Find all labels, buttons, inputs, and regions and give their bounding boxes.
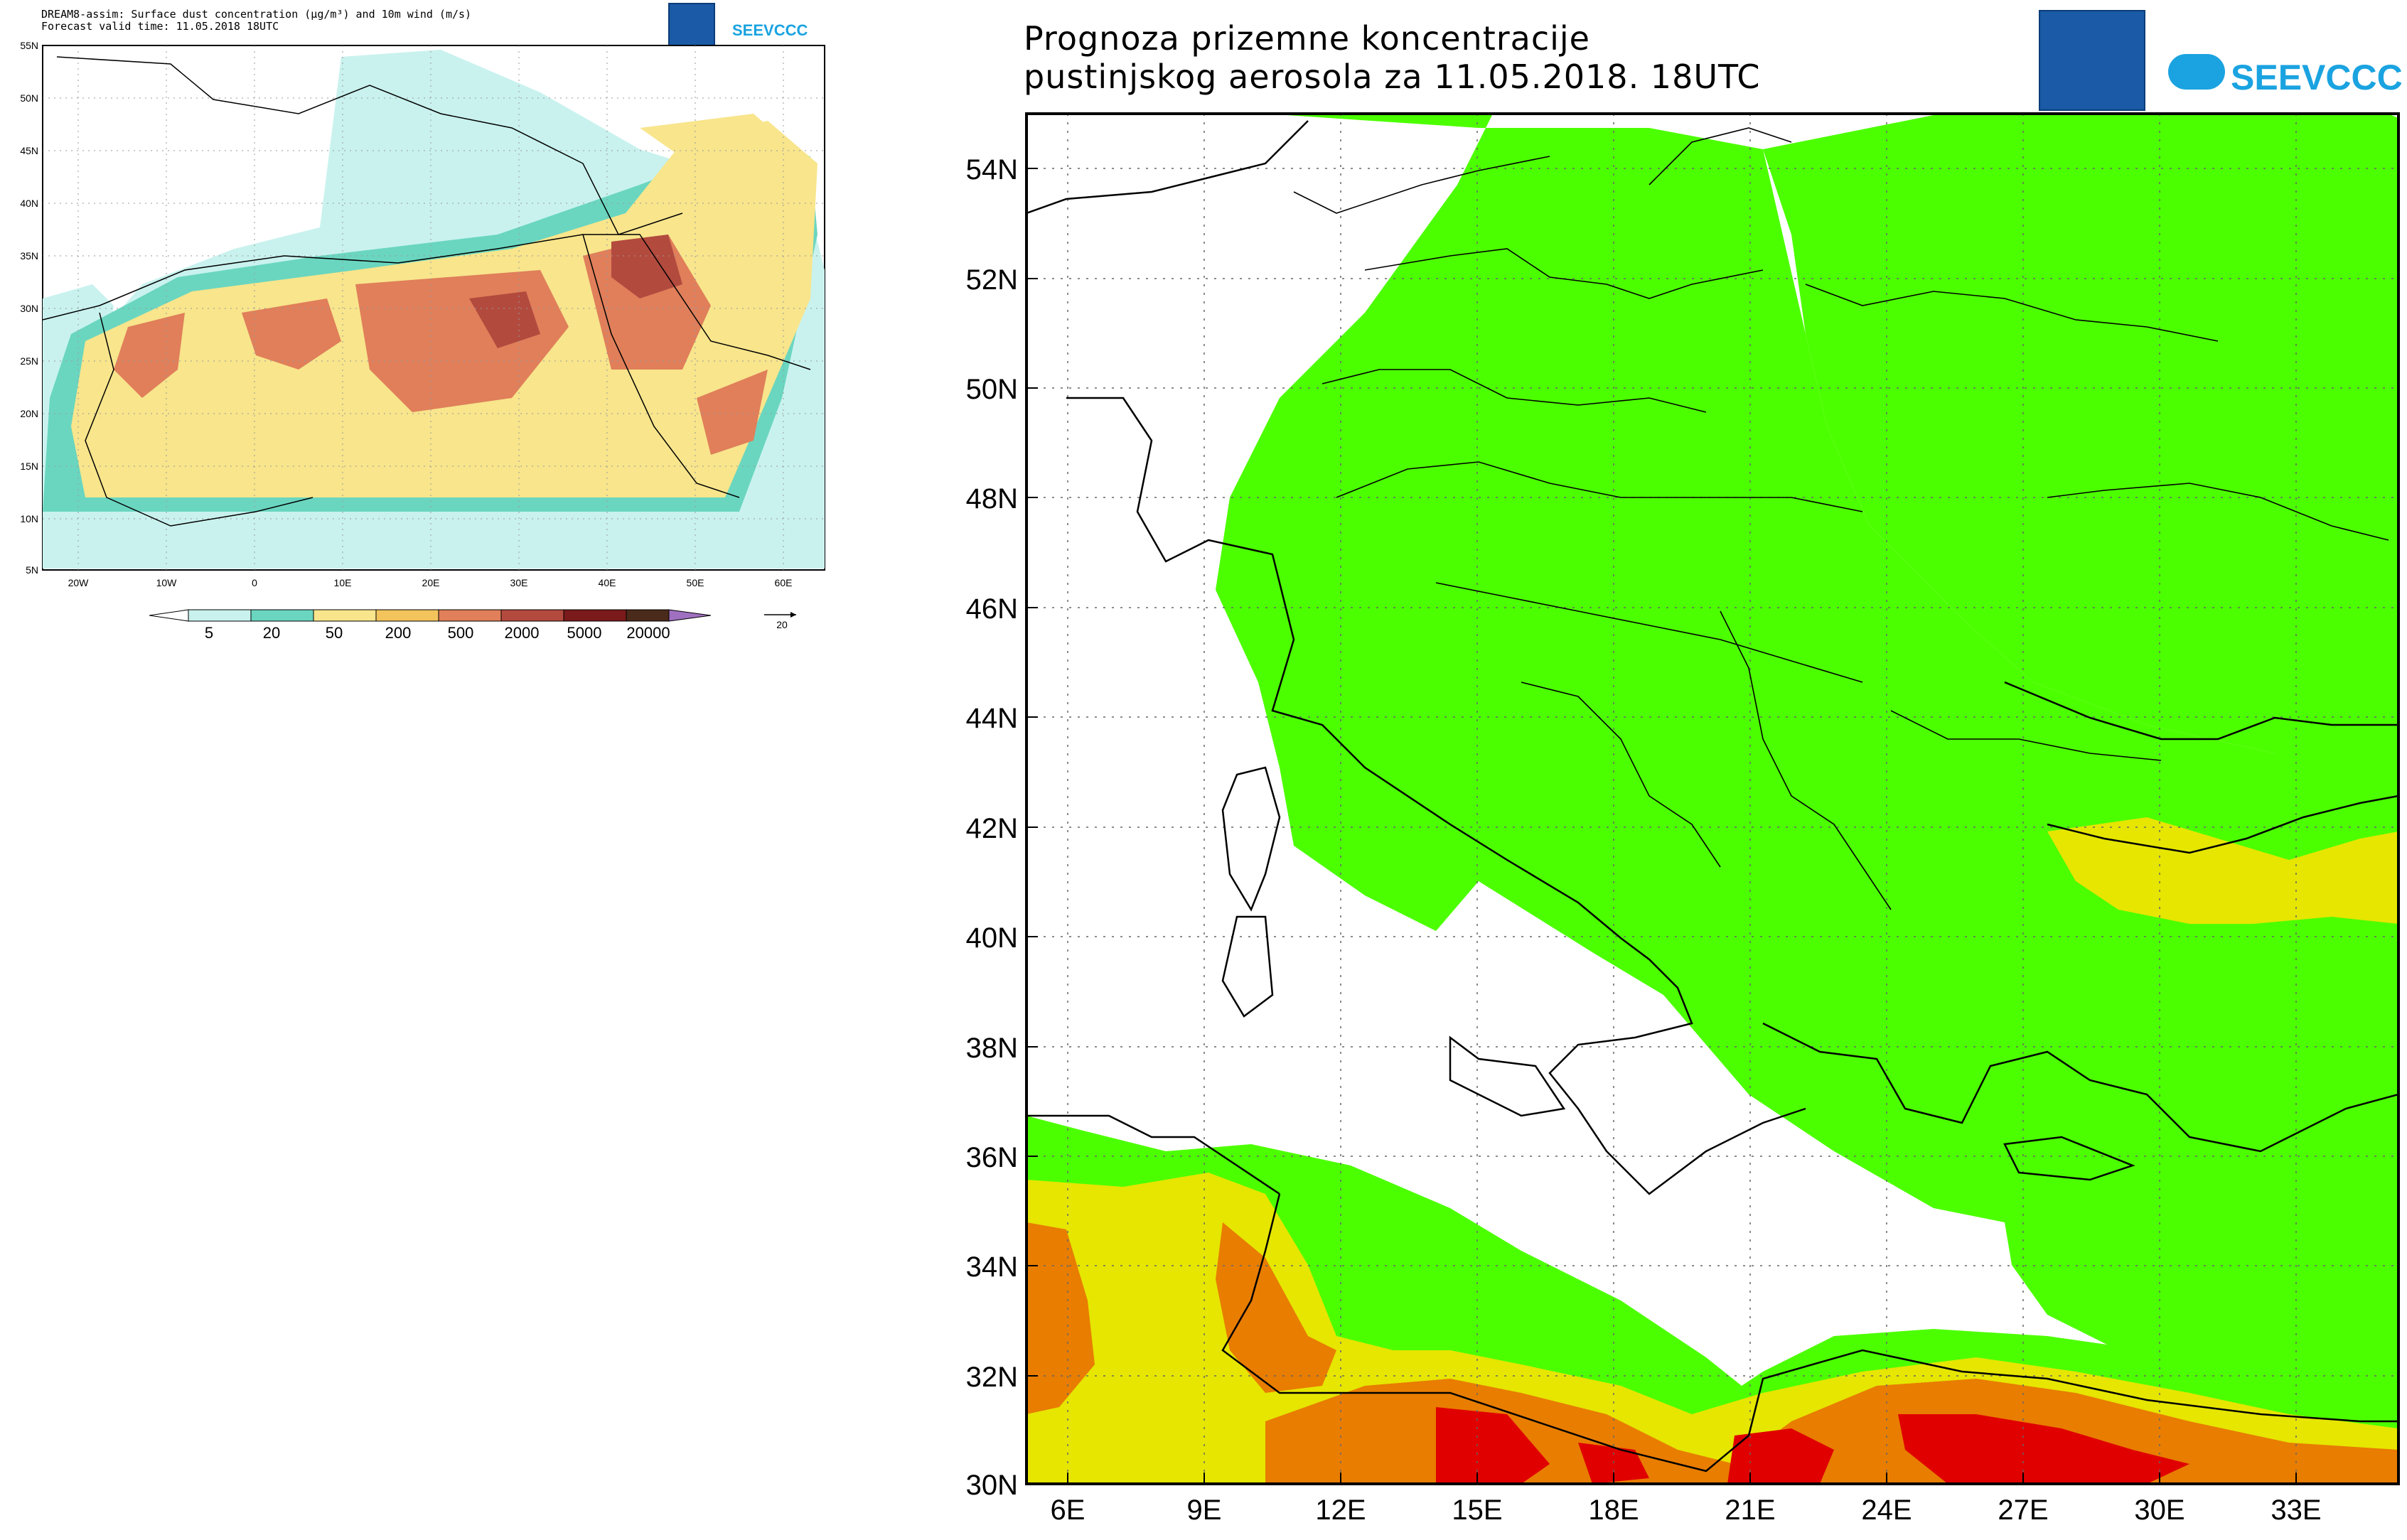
left-lat-label: 35N: [20, 250, 38, 262]
dust-zone-500-2000-a: [611, 235, 682, 298]
legend-value: 2000: [505, 624, 540, 642]
legend-value: 50: [326, 624, 343, 642]
seevccc-cloud-icon: [2168, 54, 2225, 90]
lat-label: 30N: [966, 1470, 1018, 1501]
legend-value: 20000: [626, 624, 670, 642]
dust-zone-200-500-a: [114, 313, 185, 398]
legend-value: 5: [205, 624, 213, 642]
lat-label: 36N: [966, 1142, 1018, 1173]
rhmz-logo: [2039, 10, 2145, 111]
dust-zone-red-a: [1436, 1407, 1550, 1484]
balkan-map: 54N 52N 50N 48N 46N 44N 42N 40N 38N 36N …: [966, 112, 2400, 1526]
left-lat-label: 30N: [20, 303, 38, 314]
country-borders: [1293, 127, 2389, 910]
dust-zone-middle-east: [640, 114, 810, 213]
left-lon-label: 40E: [599, 577, 616, 588]
coastlines: [1026, 120, 2398, 1472]
left-lat-label: 25N: [20, 355, 38, 367]
left-lat-label: 20N: [20, 408, 38, 419]
left-lon-label: 10E: [334, 577, 352, 588]
dream8-overview-panel: DREAM8-assim: Surface dust concentration…: [0, 0, 839, 643]
lat-label: 40N: [966, 922, 1018, 954]
dust-zone-red-c: [1727, 1428, 1834, 1484]
left-header-line2: Forecast valid time: 11.05.2018 18UTC: [41, 20, 279, 33]
left-lon-label: 20E: [422, 577, 440, 588]
lon-label: 24E: [1861, 1495, 1912, 1526]
legend-value: 5000: [567, 624, 602, 642]
lon-label: 27E: [1998, 1495, 2048, 1526]
dust-zone-green-east: [2090, 760, 2398, 1414]
concentration-legend: [149, 609, 712, 622]
left-lat-label: 40N: [20, 198, 38, 209]
seevccc-logo: SEEVCCC: [2231, 58, 2403, 97]
dust-zone-500-2000-b: [469, 291, 540, 348]
lon-label: 30E: [2134, 1495, 2184, 1526]
lat-label: 42N: [966, 813, 1018, 844]
left-lon-label: 30E: [510, 577, 528, 588]
left-lon-label: 20W: [68, 577, 90, 588]
lat-label: 52N: [966, 264, 1018, 296]
left-lat-label: 15N: [20, 461, 38, 472]
lat-label: 54N: [966, 154, 1018, 185]
map-frame: [1025, 112, 2400, 1485]
lon-label: 12E: [1315, 1495, 1366, 1526]
left-header-line1: DREAM8-assim: Surface dust concentration…: [41, 8, 472, 21]
lon-label: 15E: [1452, 1495, 1502, 1526]
legend-value: 200: [385, 624, 412, 642]
dust-zone-red-d: [1898, 1414, 2189, 1484]
left-lon-label: 10W: [156, 577, 178, 588]
lon-label: 33E: [2271, 1495, 2321, 1526]
dust-zone-200-500-b: [242, 298, 341, 370]
left-lat-label: 10N: [20, 513, 38, 524]
left-map: 55N 50N 45N 40N 35N 30N 25N 20N 15N 10N …: [20, 40, 825, 642]
lon-label: 9E: [1187, 1495, 1222, 1526]
lat-label: 48N: [966, 483, 1018, 515]
lat-label: 44N: [966, 703, 1018, 734]
left-lat-label: 45N: [20, 145, 38, 156]
lat-label: 38N: [966, 1033, 1018, 1064]
left-lon-label: 0: [252, 577, 257, 588]
lat-label: 32N: [966, 1362, 1018, 1393]
forecast-title-line2: pustinjskog aerosola za 11.05.2018. 18UT…: [1024, 58, 1761, 96]
rhmz-logo: [668, 3, 715, 47]
lat-label: 34N: [966, 1251, 1018, 1283]
dust-zone-200-500-e: [697, 370, 768, 455]
wind-reference-label: 20: [776, 619, 788, 630]
lat-label: 50N: [966, 374, 1018, 405]
left-lat-label: 5N: [26, 564, 38, 576]
dust-zone-green-main: [1216, 114, 2398, 1414]
dust-zone-orange-tunisia: [1216, 1222, 1336, 1393]
left-lon-label: 50E: [687, 577, 704, 588]
forecast-title-line1: Prognoza prizemne koncentracije: [1024, 19, 1590, 58]
dust-zone-orange-west: [1026, 1222, 1095, 1414]
balkan-dust-forecast-panel: Prognoza prizemne koncentracije pustinjs…: [938, 0, 2407, 1540]
lon-label: 21E: [1725, 1495, 1775, 1526]
left-lat-label: 50N: [20, 92, 38, 104]
left-lat-label: 55N: [20, 40, 38, 51]
left-lon-label: 60E: [775, 577, 793, 588]
lon-label: 18E: [1588, 1495, 1639, 1526]
dust-zone-green-north: [1265, 114, 2398, 774]
legend-value: 500: [448, 624, 474, 642]
lon-label: 6E: [1051, 1495, 1085, 1526]
seevccc-logo-small: SEEVCCC: [732, 21, 808, 39]
legend-value: 20: [263, 624, 280, 642]
lat-label: 46N: [966, 593, 1018, 625]
